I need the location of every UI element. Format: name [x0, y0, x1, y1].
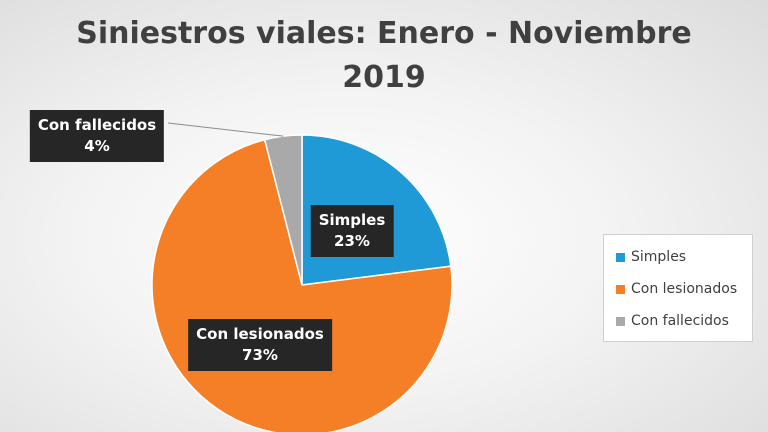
- data-label-simples-name: Simples: [318, 211, 386, 229]
- data-label-con-lesionados-name: Con lesionados: [196, 325, 324, 343]
- legend-label-simples: Simples: [631, 249, 687, 265]
- chart-title-line-1: Siniestros viales: Enero - Noviembre: [76, 16, 692, 51]
- legend-swatch-simples: [616, 252, 625, 262]
- legend-swatch-con-lesionados: [616, 284, 625, 294]
- data-label-con-fallecidos-name: Con fallecidos: [37, 116, 157, 134]
- leader-line-con-fallecidos: [167, 122, 284, 137]
- data-label-simples-value: 23%: [334, 232, 370, 250]
- legend-label-con-lesionados: Con lesionados: [631, 281, 738, 297]
- legend-item-con-fallecidos: Con fallecidos: [616, 305, 752, 337]
- data-label-simples: Simples 23%: [310, 205, 394, 257]
- pie-slice-con-fallecidos: [263, 134, 303, 286]
- chart-title: Siniestros viales: Enero - Noviembre 201…: [0, 12, 768, 100]
- data-label-con-lesionados-value: 73%: [242, 346, 278, 364]
- legend-label-con-fallecidos: Con fallecidos: [631, 313, 729, 329]
- data-label-con-lesionados: Con lesionados 73%: [188, 319, 332, 371]
- data-label-con-fallecidos-value: 4%: [84, 137, 110, 155]
- legend-swatch-con-fallecidos: [616, 316, 625, 326]
- data-label-con-fallecidos: Con fallecidos 4%: [29, 110, 165, 162]
- legend-item-con-lesionados: Con lesionados: [616, 273, 752, 305]
- legend-item-simples: Simples: [616, 241, 752, 273]
- chart-title-line-2: 2019: [342, 60, 426, 95]
- chart-legend: Simples Con lesionados Con fallecidos: [603, 234, 753, 342]
